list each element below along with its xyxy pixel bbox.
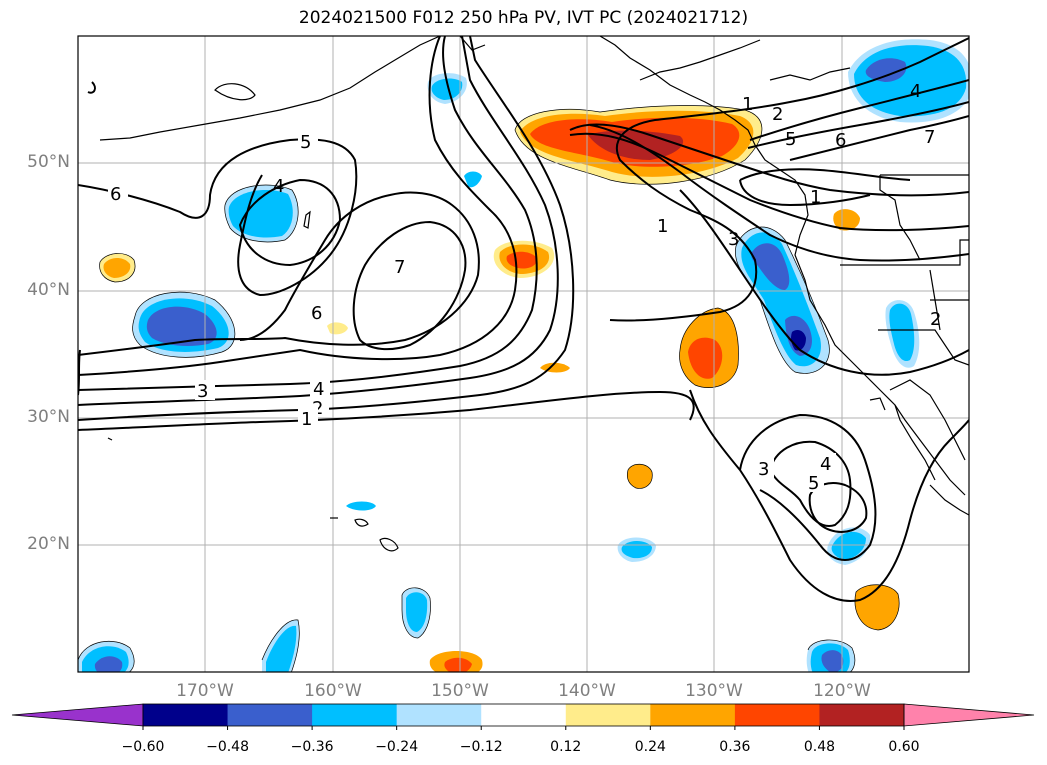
lat-label-20: 20°N [27,534,70,554]
contour-labels: 5 6 4 7 6 3 4 2 1 1 2 5 6 4 7 1 3 1 2 [108,81,941,494]
contour-label: 6 [835,130,846,151]
contour-label: 7 [924,127,935,148]
lon-label-130w: 130°W [685,681,743,701]
contour-label: 5 [300,132,311,153]
lat-label-40: 40°N [27,280,70,300]
contour-label: 3 [197,381,208,402]
contour-label: 4 [313,379,324,400]
contour-label: 4 [820,454,831,475]
colorbar-tick-label: 0.24 [634,739,666,755]
contour-label: 1 [742,94,753,115]
colorbar-tick-label: 0.48 [803,739,836,755]
colorbar-tick-label: −0.24 [375,739,419,755]
lon-label-140w: 140°W [558,681,616,701]
lat-label-50: 50°N [27,152,70,172]
coastlines [99,36,969,552]
contour-label: 1 [301,409,312,430]
contour-label: 1 [810,187,821,208]
colorbar-tick-label: 0.60 [888,739,920,755]
colorbar-tick-label: −0.36 [290,739,334,755]
lon-label-170w: 170°W [176,681,234,701]
contour-label: 7 [394,257,405,278]
colorbar-tick-label: −0.60 [121,739,165,755]
contour-label: 6 [311,303,322,324]
colorbar-tick-label: 0.36 [719,739,751,755]
contour-label: 5 [785,129,796,150]
map-frame [77,35,970,673]
contour-label: 4 [910,81,921,102]
contour-label: 1 [657,216,668,237]
contour-label: 4 [273,176,284,197]
colorbar-tick-label: −0.12 [459,739,503,755]
contour-label: 3 [758,459,769,480]
map-plot-area: 5 6 4 7 6 3 4 2 1 1 2 5 6 4 7 1 3 1 2 [78,36,969,672]
lon-label-160w: 160°W [304,681,362,701]
contour-label: 3 [728,229,739,250]
contour-label: 2 [772,104,783,125]
map-title: 2024021500 F012 250 hPa PV, IVT PC (2024… [298,8,749,28]
contour-label: 6 [110,184,121,205]
colorbar-tick-label: 0.12 [550,739,582,755]
colorbar-tick-label: −0.48 [206,739,249,755]
contour-label: 2 [930,309,941,330]
lon-label-120w: 120°W [813,681,871,701]
lat-label-30: 30°N [27,407,70,427]
lon-label-150w: 150°W [431,681,489,701]
contour-label: 5 [808,473,819,494]
